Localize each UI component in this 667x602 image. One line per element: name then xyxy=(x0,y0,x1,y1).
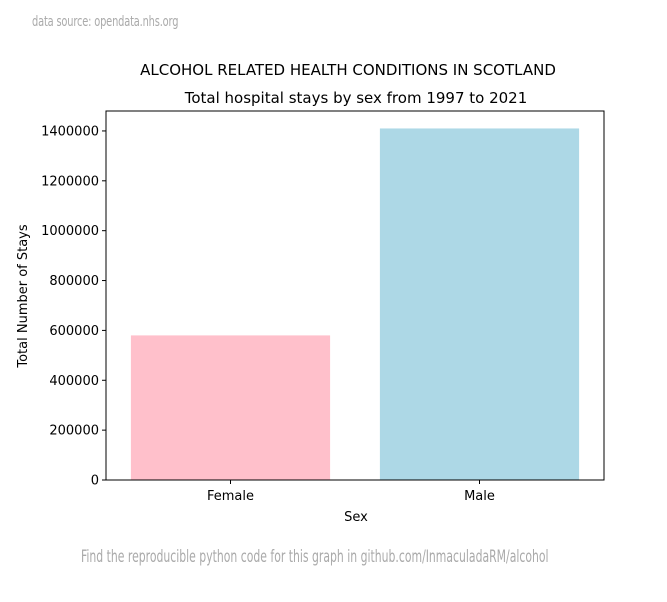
bar-female xyxy=(130,335,331,480)
data-source-note: data source: opendata.nhs.org xyxy=(32,14,179,30)
x-axis: Female Male xyxy=(207,480,495,504)
chart-title: ALCOHOL RELATED HEALTH CONDITIONS IN SCO… xyxy=(140,61,556,79)
x-tick-label: Female xyxy=(207,489,254,504)
y-tick-label: 1400000 xyxy=(41,124,99,139)
footer-code-note: Find the reproducible python code for th… xyxy=(81,547,549,567)
y-tick-label: 1000000 xyxy=(41,224,99,239)
y-tick-label: 200000 xyxy=(49,424,99,439)
y-axis: 0 200000 400000 600000 800000 1000000 1200000 1… xyxy=(41,124,106,489)
y-tick-label: 800000 xyxy=(49,274,99,289)
y-tick-label: 400000 xyxy=(49,374,99,389)
y-tick-label: 600000 xyxy=(49,324,99,339)
chart-subtitle: Total hospital stays by sex from 1997 to… xyxy=(184,89,528,107)
plot-frame xyxy=(105,110,605,481)
x-tick-label: Male xyxy=(464,489,495,504)
y-tick-label: 0 xyxy=(91,474,99,489)
bar-male xyxy=(379,128,580,480)
bars-group xyxy=(130,128,580,480)
x-axis-label: Sex xyxy=(344,510,368,525)
y-tick-label: 1200000 xyxy=(41,174,99,189)
y-axis-label: Total Number of Stays xyxy=(16,224,31,369)
